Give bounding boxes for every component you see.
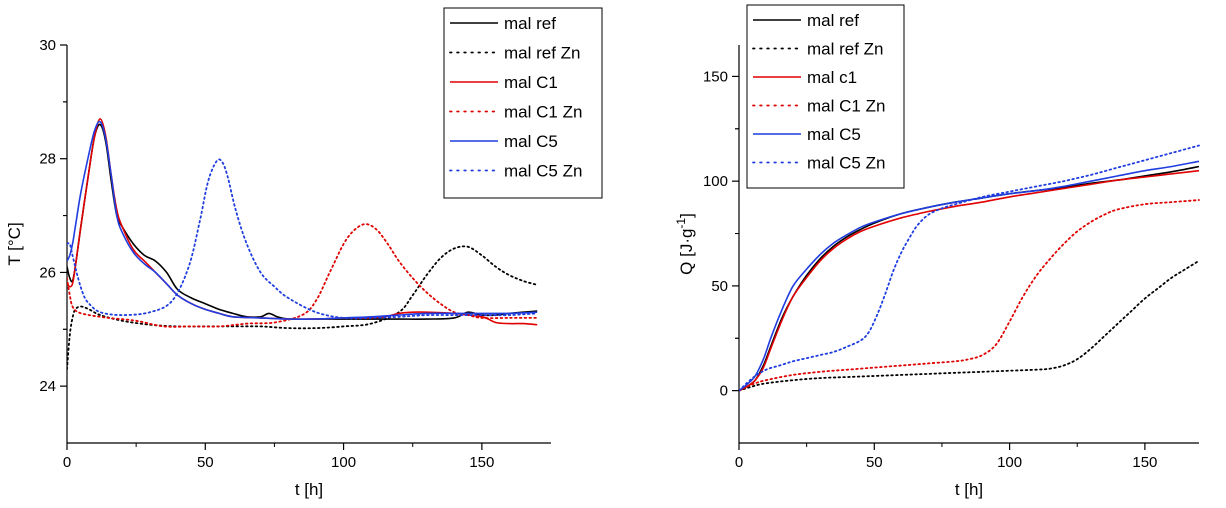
x-tick-label: 100 xyxy=(997,454,1022,471)
legend-label: mal C1 Zn xyxy=(504,103,582,122)
legend-label: mal c1 xyxy=(807,68,857,87)
x-tick-label: 150 xyxy=(469,454,494,471)
series-line-mal-c5 xyxy=(739,160,1200,392)
series-line-mal-c5-zn xyxy=(67,158,539,320)
x-axis-title: t [h] xyxy=(955,480,983,499)
series-line-mal-c5-zn xyxy=(739,144,1200,392)
y-axis-title: T [°C] xyxy=(5,222,24,265)
y-tick-label: 28 xyxy=(39,151,56,168)
series-line-mal-ref-zn xyxy=(739,259,1200,392)
series-line-mal-c1-zn xyxy=(67,223,539,328)
legend-label: mal ref Zn xyxy=(807,40,884,59)
y-axis-title-main: Q [J·g xyxy=(677,229,696,275)
legend-label: mal C1 Zn xyxy=(807,97,885,116)
series-line-mal-ref-zn xyxy=(67,245,539,370)
x-tick-label: 0 xyxy=(735,454,743,471)
plot-series-group xyxy=(739,144,1200,392)
y-tick-label: 0 xyxy=(720,383,728,400)
legend-label: mal C5 xyxy=(504,132,558,151)
y-axis-title: Q [J·g-1] xyxy=(674,213,696,275)
y-tick-label: 26 xyxy=(39,264,56,281)
legend: mal ref mal ref Zn mal c1 mal C1 Zn mal C5 ma… xyxy=(746,4,905,189)
x-tick-label: 50 xyxy=(866,454,883,471)
y-tick-label: 100 xyxy=(703,173,728,190)
legend-label: mal C5 Zn xyxy=(807,154,885,173)
y-axis-title-superscript: -1 xyxy=(674,218,688,229)
y-tick-label: 30 xyxy=(39,37,56,54)
y-tick-label: 50 xyxy=(711,278,728,295)
legend-label: mal ref xyxy=(807,11,859,30)
y-axis-title-main: T [°C] xyxy=(5,222,24,265)
x-tick-label: 0 xyxy=(63,454,71,471)
x-tick-label: 150 xyxy=(1132,454,1157,471)
x-axis-title: t [h] xyxy=(295,480,323,499)
plot-series-group xyxy=(67,118,539,370)
legend-label: mal C5 xyxy=(807,125,861,144)
y-tick-label: 150 xyxy=(703,68,728,85)
legend-box xyxy=(746,4,905,189)
legend-label: mal ref xyxy=(504,14,556,33)
legend: mal ref mal ref Zn mal C1 mal C1 Zn mal C5 ma… xyxy=(443,7,603,199)
legend-label: mal ref Zn xyxy=(504,44,581,63)
series-line-mal-c1-zn xyxy=(739,199,1200,392)
series-line-mal-c1 xyxy=(739,169,1200,392)
y-tick-label: 24 xyxy=(39,378,56,395)
x-tick-label: 50 xyxy=(197,454,214,471)
legend-label: mal C5 Zn xyxy=(504,162,582,181)
legend-box xyxy=(443,7,603,199)
legend-label: mal C1 xyxy=(504,73,558,92)
series-line-mal-c5 xyxy=(67,120,538,320)
x-tick-label: 100 xyxy=(331,454,356,471)
y-axis-title-end: ] xyxy=(677,213,696,218)
